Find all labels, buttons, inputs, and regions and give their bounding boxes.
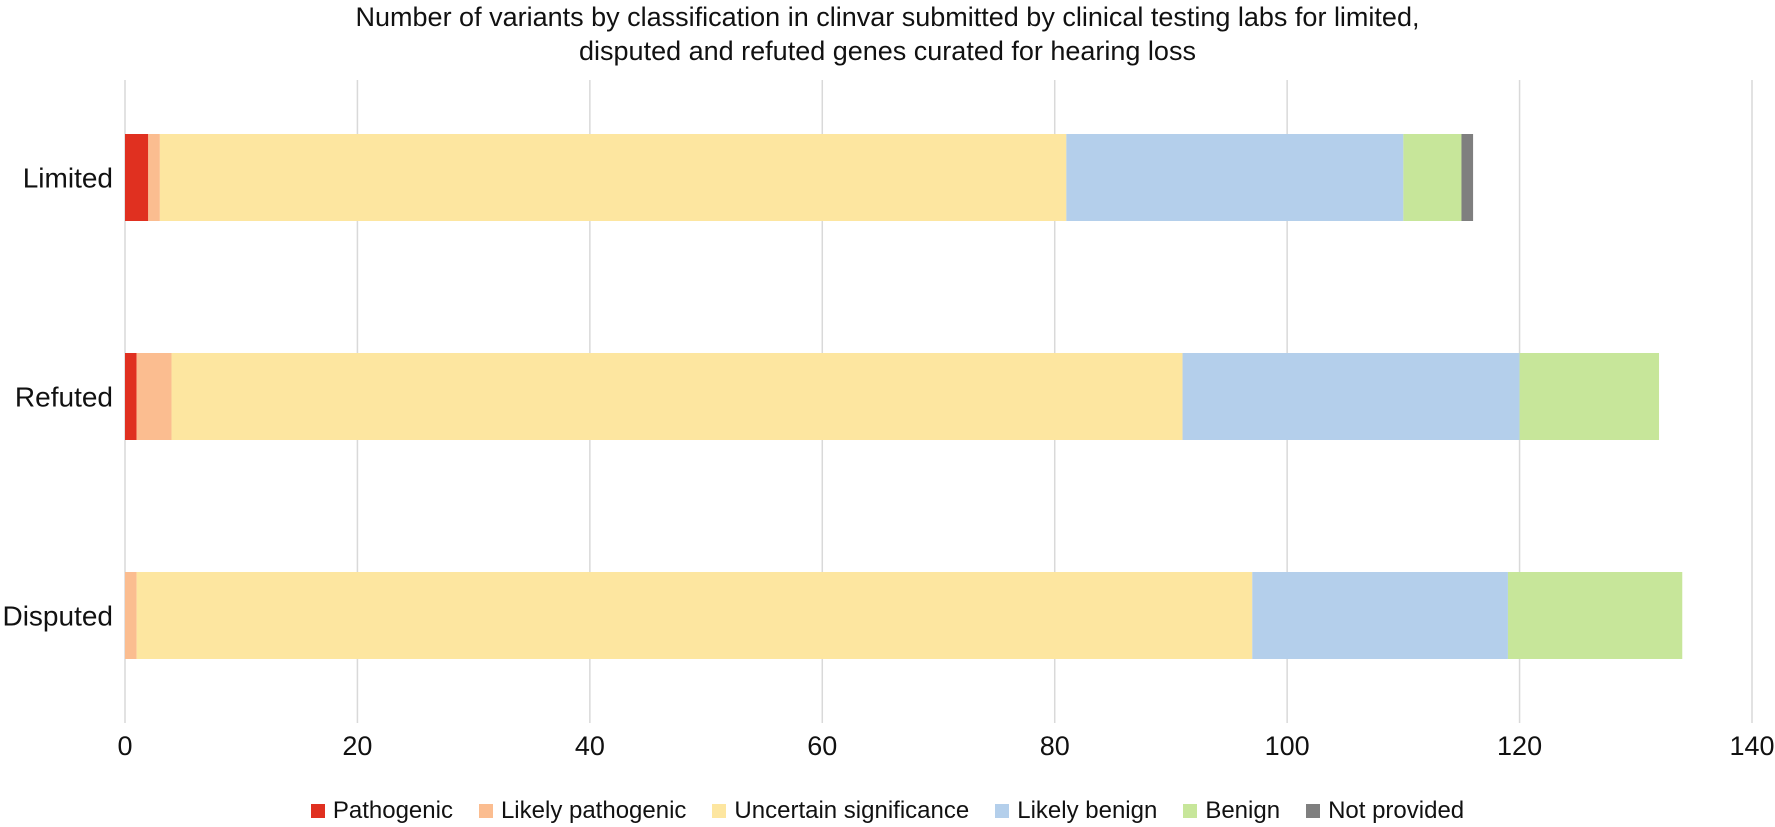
- chart-title-line-1: Number of variants by classification in …: [355, 2, 1420, 32]
- x-tick-label: 80: [1040, 731, 1070, 761]
- legend-label: Likely pathogenic: [500, 797, 687, 824]
- legend-item: Not provided: [1306, 797, 1464, 825]
- stacked-bar-chart: Limited Refuted Disputed 0 20 40 60 80 100 120 14…: [2, 80, 1775, 761]
- bar-segment: [136, 572, 1253, 659]
- x-tick-label: 0: [117, 731, 132, 761]
- bar-segment: [125, 353, 137, 440]
- bar-segment: [1519, 353, 1660, 440]
- x-tick-label: 100: [1265, 731, 1310, 761]
- bar-segment: [1066, 134, 1404, 221]
- bar-segment: [1461, 134, 1474, 221]
- x-tick-label: 20: [342, 731, 372, 761]
- bar-segment: [1507, 572, 1683, 659]
- legend: Pathogenic Likely pathogenic Uncertain sig…: [0, 797, 1775, 825]
- bar-segment: [148, 134, 160, 221]
- x-tick-label: 140: [1729, 731, 1774, 761]
- chart-title-line-2: disputed and refuted genes curated for h…: [579, 36, 1196, 66]
- bar-segments: [125, 134, 1683, 659]
- bar-segment: [1403, 134, 1462, 221]
- legend-swatch: [712, 804, 727, 818]
- bar-segment: [1252, 572, 1508, 659]
- category-label: Limited: [23, 163, 113, 194]
- category-label: Refuted: [15, 382, 113, 413]
- legend-label: Uncertain significance: [734, 797, 970, 824]
- bar-segment: [125, 572, 137, 659]
- legend-item: Pathogenic: [310, 797, 453, 825]
- category-label: Disputed: [2, 601, 113, 632]
- bar-segment: [125, 134, 149, 221]
- legend-item: Likely pathogenic: [478, 797, 687, 825]
- bar-segment: [159, 134, 1067, 221]
- x-tick-label: 120: [1497, 731, 1542, 761]
- legend-swatch: [310, 804, 325, 818]
- legend-label: Benign: [1205, 797, 1281, 824]
- legend-item: Uncertain significance: [712, 797, 969, 825]
- bar-segment: [136, 353, 172, 440]
- legend-swatch: [1306, 804, 1321, 818]
- category-labels: Limited Refuted Disputed: [2, 163, 113, 632]
- bar-segment: [1182, 353, 1520, 440]
- x-tick-label: 40: [575, 731, 605, 761]
- legend-label: Not provided: [1328, 797, 1465, 824]
- chart-title: Number of variants by classification in …: [0, 0, 1775, 68]
- bar-segment: [171, 353, 1183, 440]
- legend-label: Likely benign: [1017, 797, 1158, 824]
- legend-swatch: [995, 804, 1010, 818]
- legend-label: Pathogenic: [332, 797, 453, 824]
- legend-item: Likely benign: [995, 797, 1157, 825]
- legend-swatch: [478, 804, 493, 818]
- legend-item: Benign: [1183, 797, 1280, 825]
- x-tick-labels: 0 20 40 60 80 100 120 140: [117, 731, 1774, 761]
- x-tick-label: 60: [807, 731, 837, 761]
- legend-swatch: [1183, 804, 1198, 818]
